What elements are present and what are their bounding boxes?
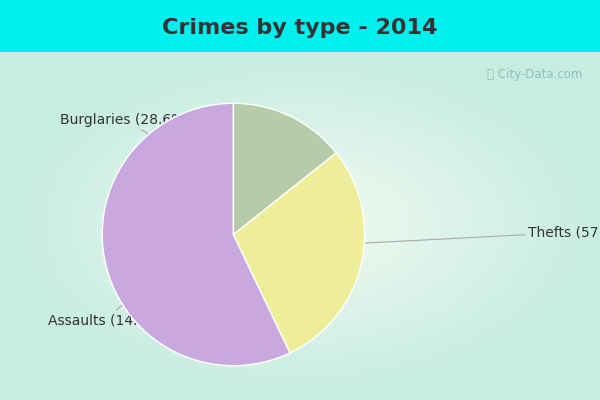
Text: ⓘ City-Data.com: ⓘ City-Data.com xyxy=(487,68,582,81)
Text: Assaults (14.3%): Assaults (14.3%) xyxy=(48,146,286,327)
Wedge shape xyxy=(233,153,365,353)
Text: Crimes by type - 2014: Crimes by type - 2014 xyxy=(163,18,437,38)
Wedge shape xyxy=(102,103,290,366)
Text: Thefts (57.1%): Thefts (57.1%) xyxy=(109,225,600,256)
Text: Burglaries (28.6%): Burglaries (28.6%) xyxy=(60,113,355,256)
Wedge shape xyxy=(233,103,336,234)
